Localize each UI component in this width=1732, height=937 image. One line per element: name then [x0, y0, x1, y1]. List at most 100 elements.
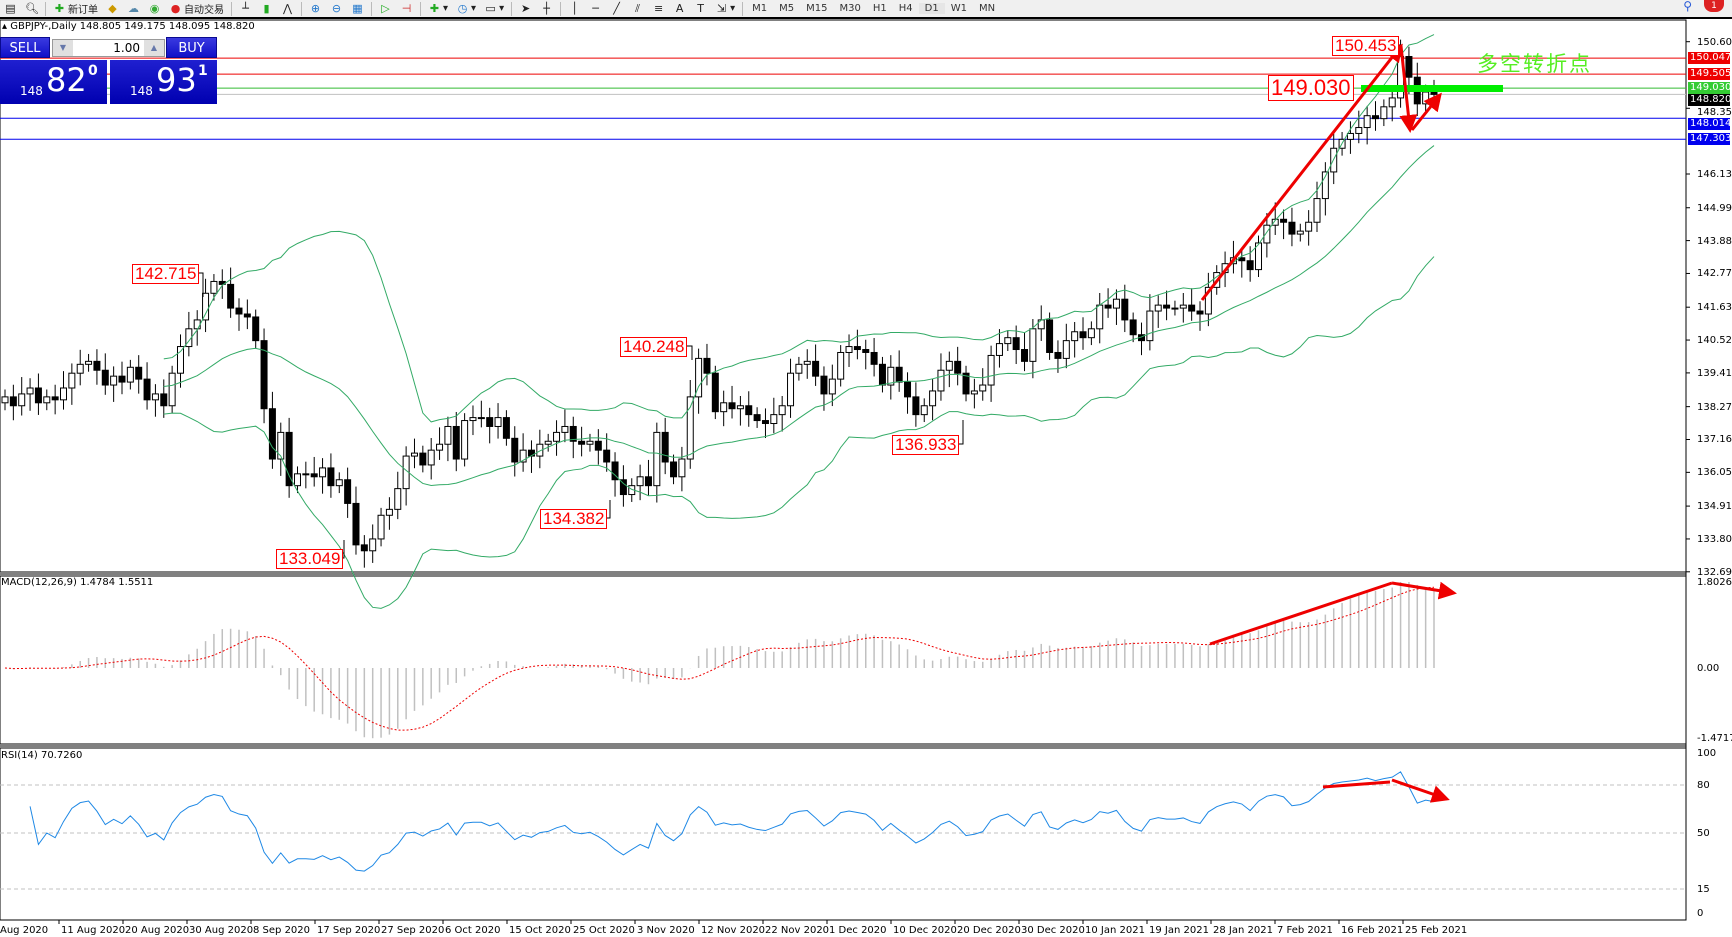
bull-candle: [477, 417, 485, 420]
bull-candle: [277, 431, 285, 460]
rsi-arrow-flat: [1322, 780, 1391, 789]
rsi-axis-label: 100: [1697, 748, 1717, 759]
sell-price-prefix: 148: [20, 84, 43, 98]
bear-candle: [1104, 304, 1112, 309]
new-order-button[interactable]: ✚ 新订单: [53, 1, 98, 16]
bear-candle: [1079, 331, 1087, 339]
timeframe-w1[interactable]: W1: [950, 3, 967, 14]
lots-field[interactable]: ▼ 1.00 ▲: [52, 39, 165, 57]
bull-candle: [436, 443, 444, 451]
lots-increase-button[interactable]: ▲: [144, 40, 164, 56]
macd-axis-label: -1.4717: [1697, 733, 1732, 745]
bull-candle: [410, 452, 418, 457]
chart-shift-button[interactable]: ⊣: [400, 1, 413, 16]
channel-button[interactable]: ⫽: [631, 1, 644, 16]
zoom-out-button[interactable]: ⊖: [330, 1, 343, 16]
text-label-button[interactable]: T: [694, 1, 707, 16]
timeframe-m1[interactable]: M1: [752, 3, 768, 14]
bull-candle: [1087, 328, 1095, 339]
bar-chart-button[interactable]: ┴: [239, 1, 252, 16]
timeframe-d1[interactable]: D1: [918, 3, 945, 14]
macd-signal-line: [4, 586, 1435, 731]
date-label: 30 Aug 2020: [189, 925, 254, 936]
bull-candle: [536, 443, 544, 457]
sell-button[interactable]: SELL: [0, 37, 50, 58]
templates-button[interactable]: ▭ ▾: [485, 1, 505, 15]
periods-button[interactable]: ◷ ▾: [457, 1, 477, 15]
sell-price[interactable]: 148 82 0: [0, 60, 107, 104]
horizontal-line-button[interactable]: ─: [589, 1, 602, 16]
date-label: Aug 2020: [0, 925, 49, 936]
timeframe-m5[interactable]: M5: [779, 3, 795, 14]
clock-icon: ◷: [457, 1, 468, 15]
notification-badge[interactable]: 1: [1704, 0, 1724, 12]
text-button[interactable]: A: [673, 1, 686, 16]
bull-candle: [1346, 132, 1354, 140]
rsi-panel-frame: [0, 747, 1687, 921]
candle-chart-button[interactable]: ▮: [260, 1, 273, 16]
bull-candle: [444, 425, 452, 445]
zoom-in-icon: ⊕: [310, 1, 321, 15]
rsi-axis-label: 50: [1697, 828, 1710, 839]
bear-candle: [360, 544, 368, 552]
price-tick-label: 141.630: [1697, 302, 1732, 314]
bull-candle: [1146, 310, 1154, 342]
buy-button[interactable]: BUY: [166, 37, 217, 58]
bull-candle: [1305, 221, 1313, 232]
cursor-button[interactable]: ➤: [519, 1, 532, 16]
bear-candle: [611, 461, 619, 481]
lots-value[interactable]: 1.00: [113, 41, 140, 55]
cursor-icon: ➤: [520, 1, 531, 15]
bear-candle: [160, 393, 168, 407]
indicators-button[interactable]: ✚ ▾: [429, 1, 449, 15]
crosshair-button[interactable]: ┼: [540, 1, 553, 16]
bear-candle: [1280, 218, 1288, 223]
date-label: 11 Aug 2020: [61, 925, 126, 936]
search-icon[interactable]: ⚲: [1683, 0, 1692, 13]
trendline-button[interactable]: ╱: [610, 1, 623, 16]
price-label-150453: 150.453: [1332, 36, 1400, 56]
timeframe-mn[interactable]: MN: [978, 3, 996, 14]
buy-price[interactable]: 148 93 1: [110, 60, 217, 104]
bull-candle: [1071, 331, 1079, 342]
bear-candle: [486, 417, 494, 427]
bear-candle: [502, 417, 510, 439]
lots-decrease-button[interactable]: ▼: [53, 40, 73, 56]
timeframe-h1[interactable]: H1: [872, 3, 887, 14]
bull-candle: [18, 393, 26, 407]
bear-candle: [569, 425, 577, 442]
metaeditor-button[interactable]: ◆: [106, 1, 119, 16]
arrows-button[interactable]: ⇲ ▾: [716, 1, 736, 15]
bear-candle: [1246, 260, 1254, 271]
bull-candle: [1154, 304, 1162, 312]
price-badge-147.303: 147.303: [1688, 133, 1732, 146]
line-chart-button[interactable]: ⋀: [281, 1, 294, 16]
vertical-line-button[interactable]: │: [568, 1, 581, 16]
tile-windows-button[interactable]: ▦: [351, 1, 364, 16]
bear-candle: [1188, 304, 1196, 312]
autoscroll-button[interactable]: ▷: [379, 1, 392, 16]
date-label: 30 Dec 2020: [1021, 925, 1085, 936]
bull-candle: [695, 357, 703, 398]
bull-candle: [1171, 307, 1179, 310]
bull-candle: [720, 402, 728, 413]
line-chart-icon: ⋀: [282, 1, 293, 15]
chart-window-button[interactable]: ▤: [4, 1, 17, 16]
bear-candle: [1012, 337, 1020, 351]
fibonacci-button[interactable]: ≡: [652, 1, 665, 16]
auto-trading-button[interactable]: ● 自动交易: [169, 1, 224, 16]
signals-button[interactable]: ◉: [148, 1, 161, 16]
bull-candle: [1263, 224, 1271, 244]
chart-header: ▴ GBPJPY-,Daily 148.805 149.175 148.095 …: [2, 21, 255, 32]
date-label: 10 Dec 2020: [893, 925, 957, 936]
timeframe-m30[interactable]: M30: [839, 3, 861, 14]
timeframe-m15[interactable]: M15: [806, 3, 828, 14]
zoom-in-button[interactable]: ⊕: [309, 1, 322, 16]
market-button[interactable]: ☁: [127, 1, 140, 16]
bull-candle: [544, 440, 552, 445]
timeframe-h4[interactable]: H4: [898, 3, 913, 14]
zoom-button[interactable]: 🔍︎: [25, 1, 39, 16]
price-badge-148.014: 148.014: [1688, 118, 1732, 131]
bull-candle: [168, 372, 176, 407]
